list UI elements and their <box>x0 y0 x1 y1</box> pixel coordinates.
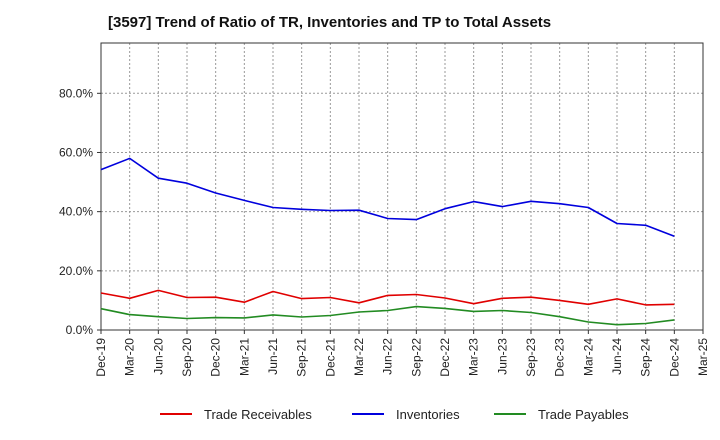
plot-area <box>101 43 703 330</box>
x-tick-label: Jun-24 <box>610 338 624 375</box>
series-line-trade-payables <box>100 305 675 326</box>
y-tick-label: 20.0% <box>59 264 93 278</box>
x-tick-label: Mar-20 <box>123 338 137 376</box>
x-tick-label: Dec-20 <box>209 338 223 377</box>
legend-label-trade-payables: Trade Payables <box>538 407 629 422</box>
x-tick-label: Sep-22 <box>409 338 423 377</box>
y-tick-label: 0.0% <box>66 323 94 337</box>
x-tick-label: Dec-19 <box>94 338 108 377</box>
x-tick-label: Jun-20 <box>151 338 165 375</box>
legend: Trade Receivables Inventories Trade Payabl… <box>160 407 629 422</box>
x-tick-label: Sep-20 <box>180 338 194 377</box>
series-line-inventories <box>100 157 675 237</box>
x-tick-label: Mar-24 <box>581 338 595 376</box>
x-tick-label: Sep-24 <box>639 338 653 377</box>
series-line-trade-receivables <box>100 289 675 306</box>
x-tick-label: Jun-21 <box>266 338 280 375</box>
x-tick-label: Jun-22 <box>381 338 395 375</box>
x-tick-label: Jun-23 <box>495 338 509 375</box>
x-tick-label: Dec-21 <box>323 338 337 377</box>
x-tick-label: Sep-21 <box>295 338 309 377</box>
legend-label-trade-receivables: Trade Receivables <box>204 407 312 422</box>
y-tick-label: 40.0% <box>59 205 93 219</box>
x-tick-label: Dec-24 <box>667 338 681 377</box>
y-tick-label: 60.0% <box>59 145 93 159</box>
plot-border <box>100 42 704 331</box>
x-tick-label: Mar-23 <box>467 338 481 376</box>
x-tick-label: Mar-25 <box>696 338 710 376</box>
chart-title: [3597] Trend of Ratio of TR, Inventories… <box>108 14 552 31</box>
x-tick-label: Sep-23 <box>524 338 538 377</box>
x-tick-label: Dec-23 <box>553 338 567 377</box>
x-tick-label: Mar-21 <box>237 338 251 376</box>
y-tick-label: 80.0% <box>59 86 93 100</box>
x-tick-label: Dec-22 <box>438 338 452 377</box>
x-tick-label: Mar-22 <box>352 338 366 376</box>
legend-label-inventories: Inventories <box>396 407 460 422</box>
